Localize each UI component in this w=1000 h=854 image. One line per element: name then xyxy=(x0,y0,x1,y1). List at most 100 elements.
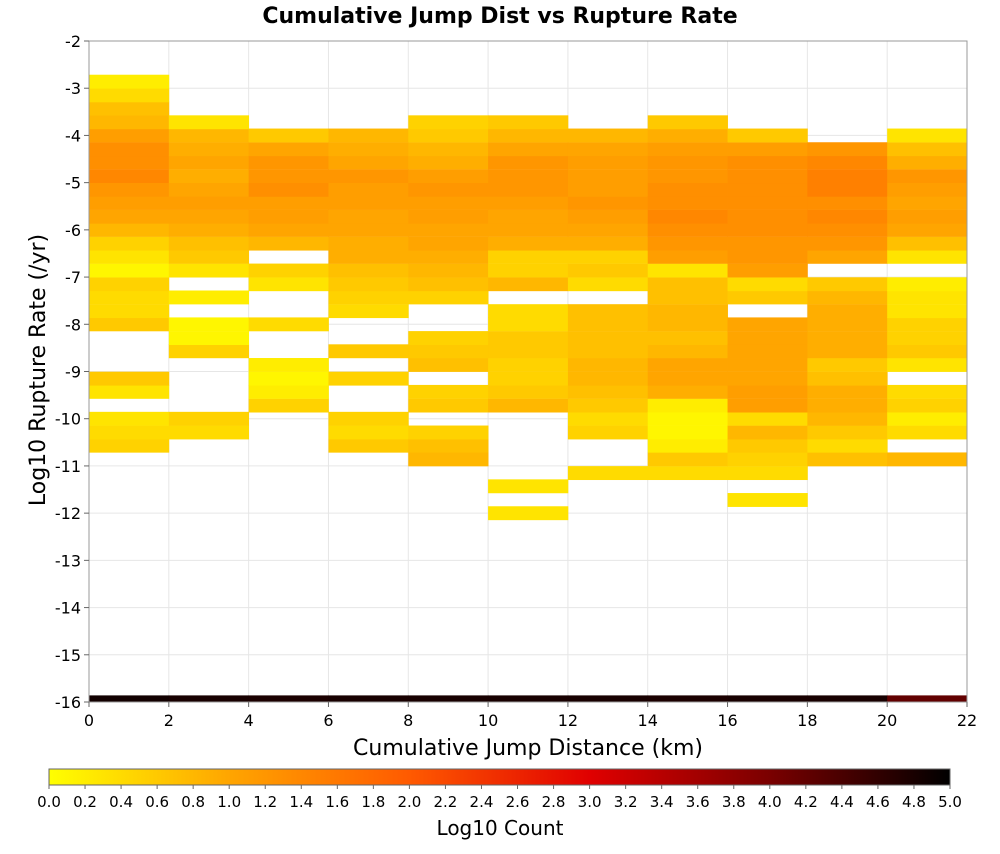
heatmap-cell xyxy=(328,209,409,224)
heatmap-cell xyxy=(328,695,409,702)
heatmap-cell xyxy=(328,196,409,210)
heatmap-cell xyxy=(887,155,968,170)
heatmap-cell xyxy=(647,128,728,143)
heatmap-cell xyxy=(328,182,409,197)
heatmap-cell xyxy=(887,249,968,264)
heatmap-cell xyxy=(727,331,808,345)
heatmap-cell xyxy=(727,695,808,702)
heatmap-cell xyxy=(248,384,329,399)
heatmap-cell xyxy=(807,222,888,237)
heatmap-cell xyxy=(248,317,329,332)
heatmap-cell xyxy=(647,115,728,130)
heatmap-cell xyxy=(488,128,569,143)
heatmap-cell xyxy=(647,411,728,426)
plot-area: 0 2 4 6 8 10 12 14 16 18 20 22 -2 -3 -4 -5 -6 -7 -8 -9 -10 -1… xyxy=(55,32,977,730)
colorbar-tick-label: 2.2 xyxy=(434,793,458,811)
heatmap-cell xyxy=(328,263,409,278)
heatmap-cell xyxy=(647,331,728,345)
heatmap-cell xyxy=(887,695,968,702)
heatmap-cell xyxy=(647,169,728,184)
heatmap-cell xyxy=(567,128,649,143)
heatmap-cell xyxy=(488,344,569,359)
heatmap-cell xyxy=(248,398,329,413)
heatmap-cell xyxy=(727,438,808,453)
chart-title: Cumulative Jump Dist vs Rupture Rate xyxy=(262,4,737,29)
x-tick-label: 2 xyxy=(164,711,174,730)
heatmap-cell xyxy=(488,196,569,210)
heatmap-cell xyxy=(89,263,170,278)
heatmap-cell xyxy=(488,371,569,386)
heatmap-cell xyxy=(408,128,489,143)
heatmap-cell xyxy=(89,277,170,292)
x-tick-label: 18 xyxy=(797,711,817,730)
heatmap-cell xyxy=(248,695,329,702)
heatmap-cell xyxy=(488,182,569,197)
heatmap-cell xyxy=(647,209,728,224)
heatmap-cell xyxy=(727,249,808,264)
y-tick-label: -11 xyxy=(55,457,81,476)
y-tick-label: -13 xyxy=(55,551,81,570)
heatmap-cell xyxy=(807,290,888,305)
heatmap-cell xyxy=(887,384,968,399)
x-tick-label: 20 xyxy=(877,711,897,730)
heatmap-cell xyxy=(328,304,409,319)
y-tick-label: -8 xyxy=(65,315,81,334)
heatmap-cell xyxy=(887,182,968,197)
heatmap-cell xyxy=(807,277,888,292)
heatmap-cell xyxy=(807,438,888,453)
heatmap-cell xyxy=(248,277,329,292)
heatmap-cell xyxy=(567,209,649,224)
heatmap-cell xyxy=(248,209,329,224)
colorbar-tick-label: 1.6 xyxy=(325,793,349,811)
heatmap-cell xyxy=(647,695,728,702)
heatmap-cell xyxy=(807,411,888,426)
heatmap-cell xyxy=(647,452,728,467)
heatmap-cell xyxy=(168,263,250,278)
colorbar-tick-label: 4.8 xyxy=(902,793,926,811)
heatmap-cell xyxy=(89,236,170,251)
colorbar-tick-label: 5.0 xyxy=(938,793,962,811)
heatmap-cell xyxy=(887,331,968,345)
colorbar-tick-label: 4.4 xyxy=(830,793,854,811)
colorbar-label: Log10 Count xyxy=(437,816,564,840)
y-tick-label: -9 xyxy=(65,363,81,382)
heatmap-cell xyxy=(328,411,409,426)
heatmap-cell xyxy=(168,411,250,426)
heatmap-cell xyxy=(887,358,968,372)
heatmap-cell xyxy=(408,438,489,453)
colorbar-tick-label: 4.2 xyxy=(794,793,818,811)
heatmap-cell xyxy=(168,222,250,237)
heatmap-cell xyxy=(567,196,649,210)
heatmap-cell xyxy=(887,236,968,251)
heatmap-cell xyxy=(887,425,968,440)
heatmap-cell xyxy=(647,358,728,372)
heatmap-cell xyxy=(807,169,888,184)
heatmap-cell xyxy=(807,452,888,467)
heatmap-cell xyxy=(89,438,170,453)
heatmap-cell xyxy=(807,331,888,345)
heatmap-cell xyxy=(807,344,888,359)
heatmap-cell xyxy=(887,344,968,359)
heatmap-cell xyxy=(647,142,728,157)
heatmap-cell xyxy=(408,236,489,251)
y-tick-label: -7 xyxy=(65,268,81,287)
heatmap-cell xyxy=(727,155,808,170)
heatmap-cell xyxy=(248,358,329,372)
heatmap-cell xyxy=(647,263,728,278)
heatmap-cell xyxy=(89,128,170,143)
heatmap-cell xyxy=(488,358,569,372)
heatmap-cell xyxy=(887,317,968,332)
heatmap-cell xyxy=(488,142,569,157)
heatmap-cell xyxy=(567,466,649,481)
colorbar-tick-label: 2.8 xyxy=(542,793,566,811)
colorbar: 0.0 0.2 0.4 0.6 0.8 1.0 1.2 1.4 1.6 1.8 2.0 2.2 2.4 2… xyxy=(37,768,962,811)
colorbar-tick-label: 3.2 xyxy=(614,793,638,811)
heatmap-cell xyxy=(727,277,808,292)
heatmap-cell xyxy=(488,398,569,413)
heatmap-cell xyxy=(89,384,170,399)
y-tick-label: -6 xyxy=(65,221,81,240)
heatmap-cell xyxy=(89,196,170,210)
heatmap-cell xyxy=(647,344,728,359)
heatmap-cell xyxy=(248,155,329,170)
heatmap-cell xyxy=(727,222,808,237)
